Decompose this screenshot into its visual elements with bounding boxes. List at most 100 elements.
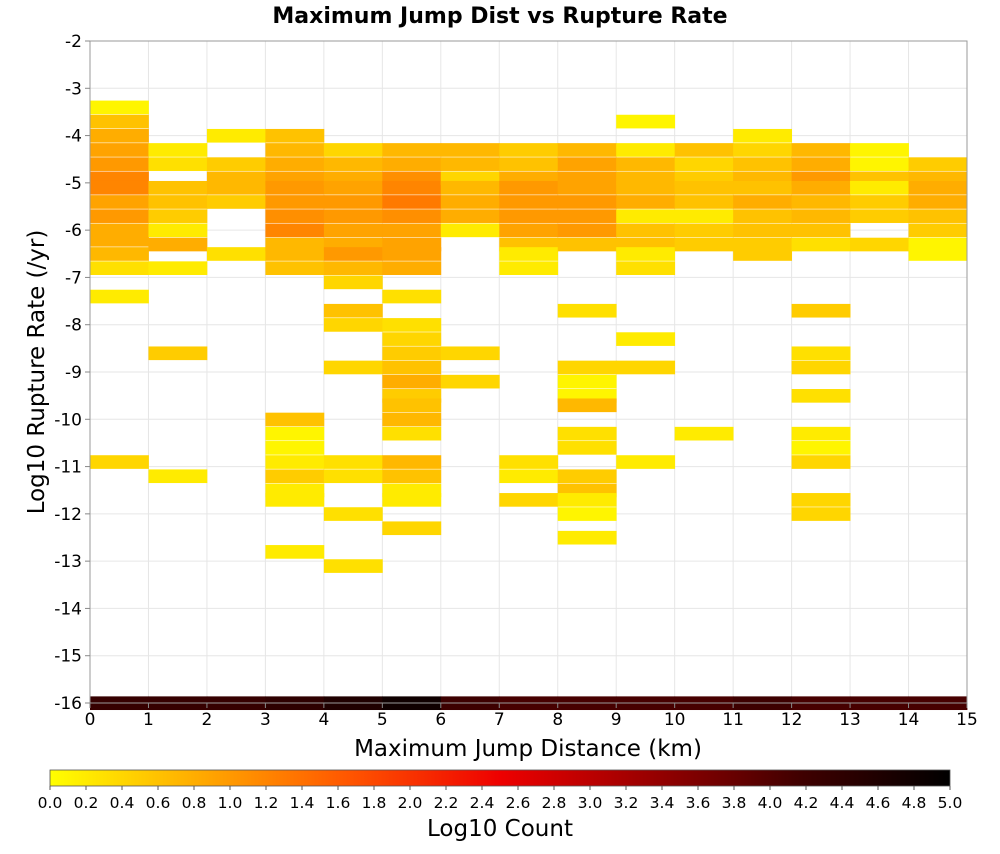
heatmap-cell (674, 195, 734, 209)
heatmap-cell (382, 223, 442, 238)
heatmap-cell (499, 247, 559, 261)
y-tick-label: -12 (54, 505, 82, 525)
heatmap-cell (674, 209, 734, 223)
heatmap-cell (674, 426, 734, 441)
colorbar-tick-label: 1.0 (218, 794, 243, 812)
y-tick-label: -5 (65, 174, 82, 194)
y-tick-label: -14 (54, 599, 82, 619)
heatmap-cell (616, 209, 676, 223)
colorbar-tick-label: 1.6 (326, 794, 351, 812)
heatmap-cell (616, 143, 676, 157)
colorbar-tick-label: 2.8 (542, 794, 567, 812)
heatmap-cell (791, 389, 851, 403)
heatmap-cell (382, 469, 442, 484)
heatmap-cell (265, 545, 325, 559)
heatmap-cell (440, 223, 500, 238)
heatmap-cell (382, 398, 442, 413)
x-tick-label: 8 (552, 710, 563, 730)
heatmap-cell (557, 469, 617, 484)
heatmap-cell (323, 275, 383, 290)
x-tick-label: 9 (611, 710, 622, 730)
heatmap-cell (791, 180, 851, 195)
heatmap-cell (382, 209, 442, 223)
heatmap-cell (733, 195, 792, 209)
y-axis-ticks: -2 -3 -4 -5 -6 -7 -8 -9 -10 -11 -12 -13 -14 -15 -16 (54, 32, 90, 714)
x-axis-label: Maximum Jump Distance (km) (354, 736, 702, 762)
heatmap-cell (323, 559, 383, 573)
colorbar-tick-label: 3.8 (722, 794, 747, 812)
heatmap-cell (90, 128, 149, 143)
heatmap-cell (148, 157, 208, 171)
heatmap-cell (674, 237, 734, 252)
heatmap-cell (382, 521, 442, 536)
x-tick-label: 4 (318, 710, 329, 730)
heatmap-cell (265, 195, 325, 209)
heatmap-cell (908, 223, 968, 238)
heatmap-cell (440, 195, 500, 209)
heatmap-cell (382, 289, 442, 304)
y-tick-label: -9 (65, 363, 82, 383)
heatmap-cell (616, 360, 676, 375)
heatmap-cell (440, 209, 500, 223)
heatmap-cell (616, 114, 676, 129)
x-tick-label: 12 (781, 710, 803, 730)
heatmap-cell (791, 455, 851, 469)
colorbar-tick-label: 0.4 (110, 794, 135, 812)
x-tick-label: 14 (898, 710, 920, 730)
heatmap-cell (850, 237, 909, 252)
colorbar-ticks: 0.0 0.2 0.4 0.6 0.8 1.0 1.2 1.4 1.6 1.8 2.0 2.2 2.4 2… (38, 786, 962, 812)
heatmap-cell (616, 455, 676, 469)
heatmap-cell (382, 180, 442, 195)
y-tick-label: -2 (65, 32, 82, 52)
heatmap-cell (557, 303, 617, 318)
heatmap-cell (206, 180, 266, 195)
heatmap-cell (557, 360, 617, 375)
heatmap-cell (148, 180, 208, 195)
colorbar-tick-label: 2.2 (434, 794, 459, 812)
heatmap-cell (148, 195, 208, 209)
colorbar-tick-label: 4.8 (902, 794, 927, 812)
heatmap-cell (733, 180, 792, 195)
colorbar-strip (49, 769, 951, 787)
colorbar-tick-label: 2.0 (398, 794, 423, 812)
heatmap-cell (90, 232, 149, 247)
heatmap-cell (440, 157, 500, 171)
heatmap-cell (382, 247, 442, 261)
heatmap-cell (265, 426, 325, 441)
heatmap-cell (265, 180, 325, 195)
heatmap-cell (733, 223, 792, 238)
heatmap-cell (206, 157, 266, 171)
heatmap-cell (499, 223, 559, 238)
colorbar-tick-label: 3.0 (578, 794, 603, 812)
heatmap-cell (382, 261, 442, 275)
heatmap-cell (557, 441, 617, 455)
x-tick-label: 3 (260, 710, 271, 730)
colorbar-label: Log10 Count (427, 816, 573, 842)
heatmap-cell (265, 128, 325, 143)
heatmap-cell (90, 261, 149, 275)
heatmap-cell (382, 360, 442, 375)
heatmap-cell (616, 180, 676, 195)
heatmap-cell (90, 180, 149, 195)
heatmap-cell (265, 412, 325, 427)
colorbar-tick-label: 2.6 (506, 794, 531, 812)
heatmap-cell (323, 318, 383, 332)
x-tick-label: 13 (839, 710, 861, 730)
heatmap-cell (499, 157, 559, 171)
x-tick-label: 6 (435, 710, 446, 730)
colorbar-tick-label: 3.2 (614, 794, 639, 812)
heatmap-cell (499, 455, 559, 469)
heatmap-cell (791, 157, 851, 171)
heatmap-cell (323, 303, 383, 318)
y-tick-label: -3 (65, 79, 82, 99)
heatmap-cell (908, 195, 968, 209)
heatmap-cell (323, 469, 383, 484)
heatmap-cell (791, 209, 851, 223)
heatmap-cell (323, 209, 383, 223)
heatmap-cell (616, 247, 676, 261)
heatmap-cell (323, 223, 383, 238)
heatmap-cell (90, 157, 149, 171)
heatmap-cell (382, 195, 442, 209)
y-tick-label: -13 (54, 552, 82, 572)
